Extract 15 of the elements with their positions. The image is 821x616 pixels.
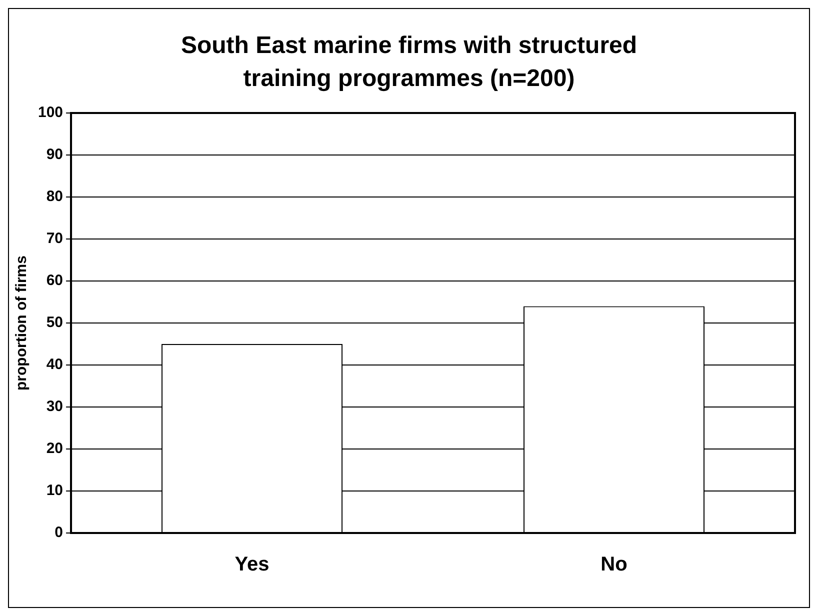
y-tick-label: 10 (46, 482, 64, 500)
y-tick-label: 0 (54, 524, 64, 542)
y-tick-label: 70 (46, 230, 64, 248)
x-tick-label: Yes (234, 554, 270, 576)
x-tick-label: No (600, 554, 628, 576)
y-tick-label: 20 (46, 440, 64, 458)
y-tick-label: 50 (46, 314, 64, 332)
y-tick-label: 90 (46, 146, 64, 164)
y-tick-label: 60 (46, 272, 64, 290)
y-tick-label: 80 (46, 188, 64, 206)
y-tick-label: 100 (38, 104, 64, 122)
chart-title: South East marine firms with structured training programmes (n=200) (180, 31, 638, 94)
y-axis-title: proportion of firms (13, 256, 30, 390)
y-tick-label: 40 (46, 356, 64, 374)
y-tick-label: 30 (46, 398, 64, 416)
